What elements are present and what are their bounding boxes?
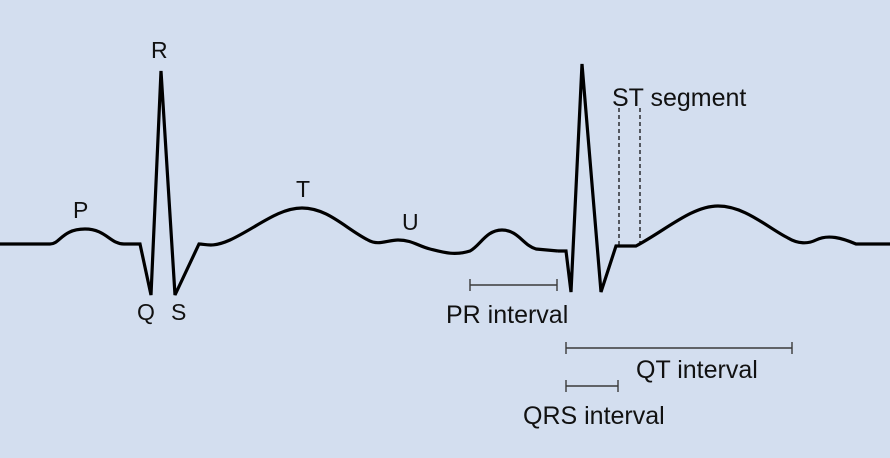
pr-interval-bracket [469, 279, 558, 291]
p-wave-label: P [73, 197, 88, 223]
qt-interval-bracket [565, 342, 793, 354]
qrs-interval-label: QRS interval [523, 402, 665, 430]
qt-interval-label: QT interval [636, 356, 758, 384]
pr-interval-label: PR interval [446, 301, 568, 329]
t-wave-label: T [296, 176, 310, 202]
qrs-interval-bracket [565, 380, 619, 392]
st-segment-label: ST segment [612, 84, 746, 112]
u-wave-label: U [402, 209, 419, 235]
r-wave-label: R [151, 37, 168, 63]
s-wave-label: S [171, 299, 186, 325]
q-wave-label: Q [137, 299, 155, 325]
ecg-waveform-beat-2 [558, 63, 890, 293]
ecg-waveform-beat-1 [0, 70, 559, 296]
